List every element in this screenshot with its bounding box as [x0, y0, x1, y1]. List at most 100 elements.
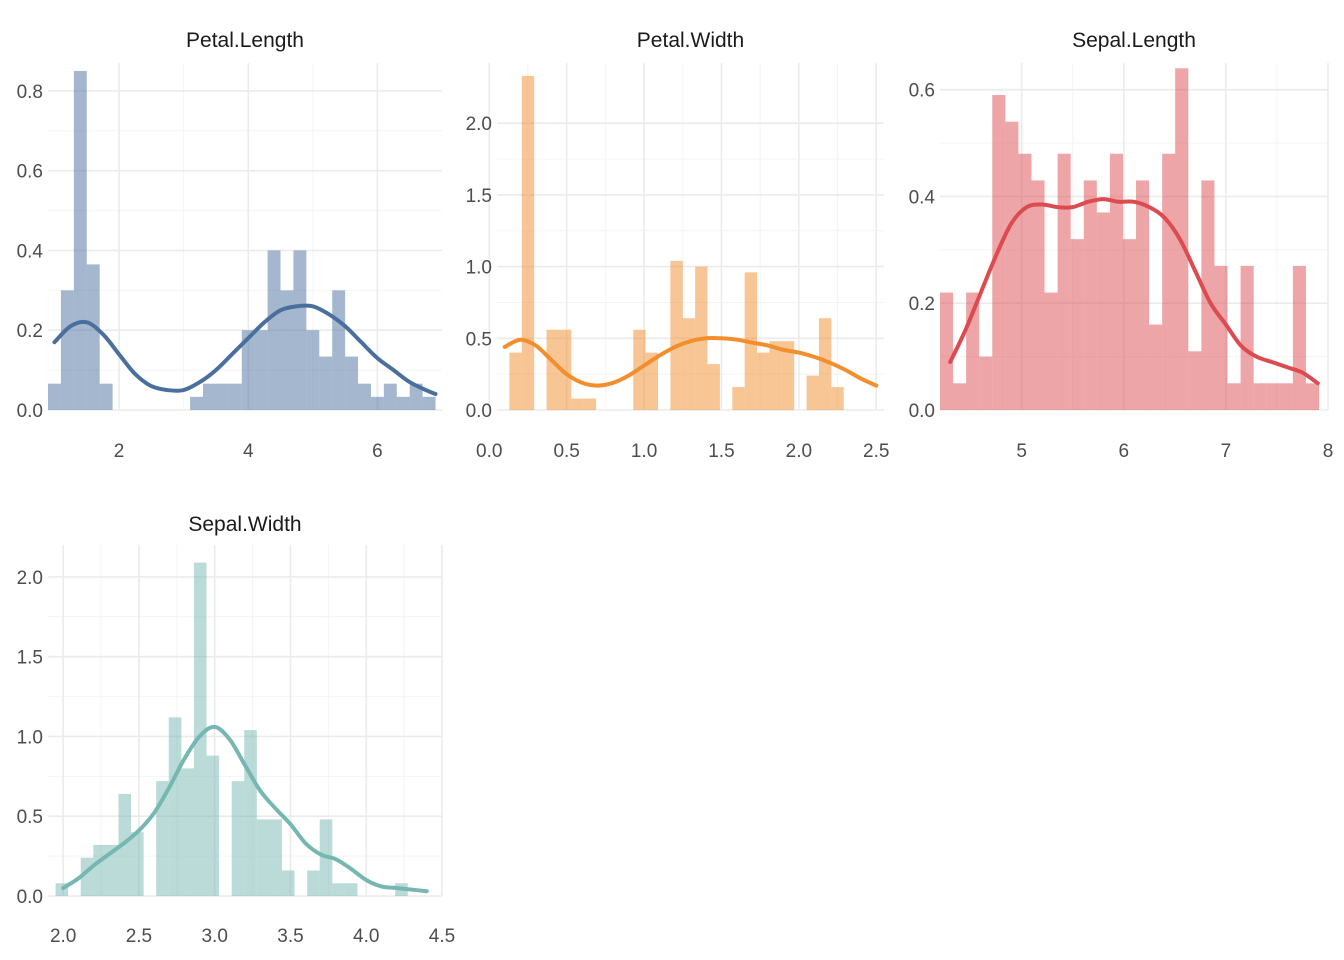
histogram-bar — [105, 844, 119, 896]
x-tick-label: 3.0 — [201, 926, 227, 947]
y-tick-label: 0.0 — [909, 401, 935, 422]
x-tick-label: 2.5 — [863, 441, 889, 462]
histogram-bar — [1240, 265, 1254, 410]
x-tick-label: 0.5 — [553, 441, 579, 462]
panel-title: Sepal.Length — [1072, 29, 1196, 52]
y-tick-label: 0.0 — [17, 887, 43, 908]
histogram-bar — [1188, 351, 1202, 410]
panel-title: Petal.Length — [186, 29, 304, 52]
histogram-bar — [358, 383, 371, 410]
histogram-bar — [682, 318, 696, 410]
histogram-bar — [953, 383, 967, 410]
y-tick-label: 0.2 — [17, 321, 43, 342]
density-curve — [61, 724, 429, 894]
histogram-bar — [831, 387, 844, 410]
histogram-bar — [73, 70, 87, 410]
histogram-bar — [1070, 239, 1084, 410]
y-tick-label: 0.2 — [909, 294, 935, 315]
y-tick-label: 1.0 — [17, 727, 43, 748]
histogram-bar — [256, 819, 270, 896]
histogram-bar — [269, 819, 282, 896]
density-curve — [52, 303, 438, 396]
histogram-bar — [332, 883, 345, 896]
histogram-bar — [1162, 153, 1176, 410]
x-tick-label: 6 — [1119, 441, 1130, 462]
panel-sepal-width: 0.0 0.5 1.0 1.5 2.0 2.0 2.5 3.0 3.5 4.0 4.5 Sepal.W… — [17, 513, 456, 947]
panel-sepal-length: 0.0 0.2 0.4 0.6 5 6 7 8 Sepal.Length — [909, 29, 1334, 462]
histogram-bar — [93, 844, 106, 896]
x-tick-label: 1.0 — [631, 441, 657, 462]
histogram-bar — [818, 318, 832, 410]
histogram-bar — [1044, 292, 1058, 410]
histogram-bar — [670, 260, 683, 410]
histogram-bar — [732, 387, 745, 410]
y-tick-label: 0.6 — [17, 162, 43, 183]
histogram-bar — [1149, 324, 1163, 410]
histogram-bar — [583, 398, 597, 410]
histogram-bar — [940, 292, 954, 410]
x-tick-label: 6 — [372, 441, 383, 462]
histogram-bar — [781, 341, 795, 410]
histogram-bar — [345, 356, 359, 410]
y-tick-label: 0.4 — [17, 241, 44, 262]
x-tick-label: 7 — [1221, 441, 1232, 462]
histogram-bar — [769, 341, 782, 410]
y-tick-label: 1.5 — [466, 186, 492, 207]
histogram-bar — [571, 398, 584, 410]
panel-petal-length: 0.0 0.2 0.4 0.6 0.8 2 4 6 Petal.Length — [17, 29, 442, 462]
histogram-bar — [1122, 239, 1137, 410]
x-tick-label: 2 — [114, 441, 125, 462]
histogram-bar — [396, 396, 410, 410]
histogram-bar — [1005, 121, 1019, 410]
x-tick-label: 1.5 — [708, 441, 734, 462]
histogram-bar — [1279, 383, 1293, 410]
histogram-bar — [86, 264, 100, 410]
x-tick-label: 2.5 — [126, 926, 152, 947]
histogram-bar — [181, 768, 194, 896]
y-tick-label: 0.8 — [17, 82, 43, 103]
y-tick-label: 0.6 — [909, 81, 935, 102]
histogram-bar — [1136, 180, 1150, 410]
x-tick-label: 2.0 — [50, 926, 76, 947]
histogram-bar — [1018, 153, 1032, 410]
density-curve — [948, 197, 1320, 386]
y-tick-label: 2.0 — [17, 568, 43, 589]
y-tick-label: 1.0 — [466, 258, 492, 279]
histogram-bar — [99, 383, 113, 410]
histogram-bar — [1096, 212, 1110, 410]
histogram-bar — [267, 250, 281, 410]
histogram-bar — [344, 883, 358, 896]
x-tick-label: 8 — [1323, 441, 1334, 462]
y-tick-label: 1.5 — [17, 648, 43, 669]
histogram-bar — [190, 396, 204, 410]
histogram-bar — [131, 832, 144, 896]
histogram-bar — [206, 755, 220, 896]
histogram-bar — [979, 356, 993, 410]
histogram-bar — [370, 396, 384, 410]
y-tick-label: 0.0 — [466, 401, 492, 422]
histogram-bar — [244, 730, 257, 896]
x-tick-label: 2.0 — [786, 441, 812, 462]
histogram-bar — [1109, 153, 1123, 410]
histogram-bar — [1227, 383, 1241, 410]
y-tick-label: 0.5 — [17, 807, 43, 828]
histogram-bar — [281, 870, 295, 896]
histogram-bar — [60, 290, 74, 410]
histogram-bar — [48, 383, 61, 410]
histogram-bar — [1057, 153, 1071, 410]
histogram-bar — [332, 290, 346, 410]
density-curve — [502, 336, 879, 388]
histogram-bar — [319, 356, 333, 410]
histogram-bar — [806, 375, 819, 410]
histogram-bar — [558, 329, 572, 410]
histogram-bar — [156, 781, 169, 896]
histogram-bar — [241, 330, 255, 410]
histogram-bar — [707, 364, 720, 410]
histogram-bar — [757, 352, 770, 410]
histogram-bar — [1253, 383, 1267, 410]
x-tick-label: 4.0 — [353, 926, 379, 947]
histogram-bar — [168, 717, 182, 896]
histogram-bar — [254, 330, 268, 410]
x-tick-label: 4.5 — [429, 926, 455, 947]
